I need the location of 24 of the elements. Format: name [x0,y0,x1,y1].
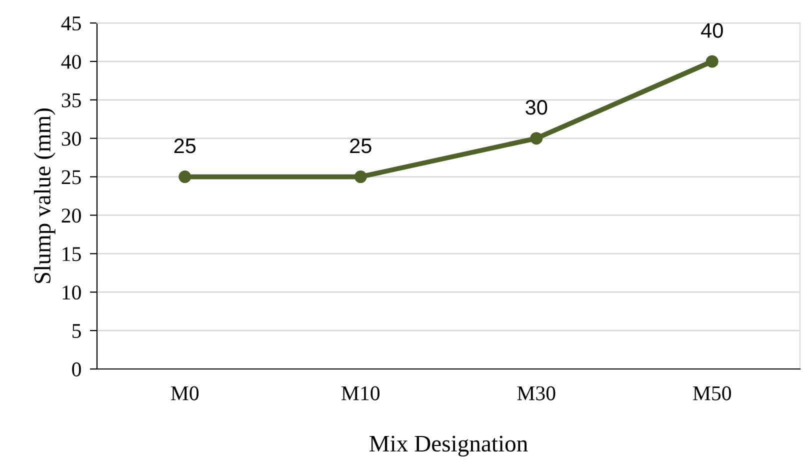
data-label: 25 [174,138,196,154]
y-tick-label: 15 [62,247,81,262]
y-axis-title: Slump value (mm) [34,108,56,283]
point [178,170,192,184]
y-tick-label: 35 [62,93,81,108]
x-tick-label: M30 [517,386,556,400]
point [354,170,367,184]
y-tick-label: 40 [61,54,81,69]
y-tick-label: 30 [62,132,81,146]
point [706,55,718,68]
y-tick-label: 10 [62,285,81,300]
data-label: 30 [526,100,548,115]
x-tick-label: M50 [693,386,732,400]
y-tick-label: 5 [72,324,81,338]
y-tick-label: 45 [61,16,81,30]
x-tick-label: M10 [342,386,380,400]
y-tick-label: 25 [62,170,81,184]
y-tick-label: 20 [62,208,81,223]
data-label: 25 [350,138,372,154]
y-tick-label: 0 [72,362,81,376]
x-tick-label: M0 [171,386,199,400]
data-label: 40 [701,23,723,38]
x-axis-title: Mix Designation [369,436,528,457]
point [530,132,543,145]
